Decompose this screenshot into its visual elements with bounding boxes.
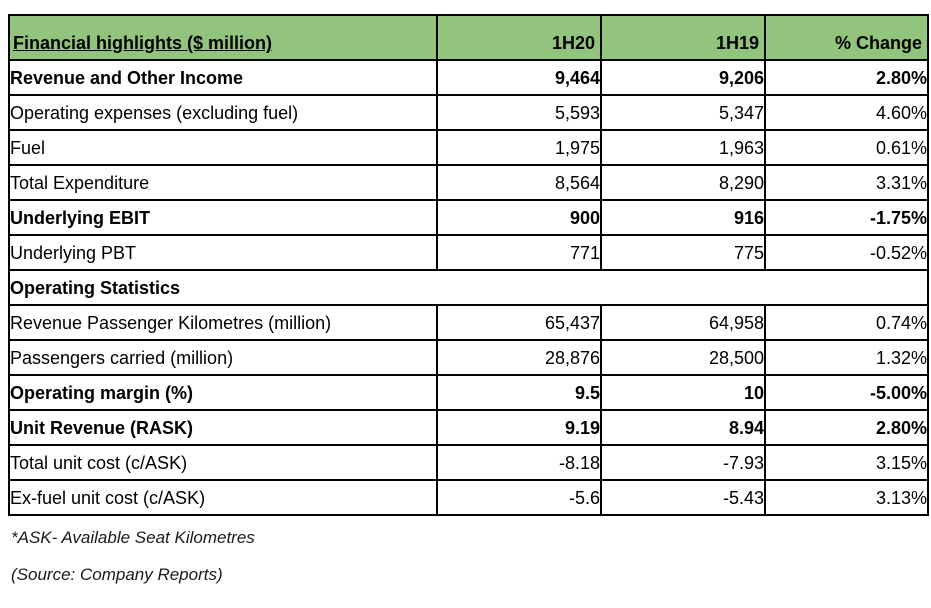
value-1h20: 5,593 <box>436 94 602 131</box>
value-1h20: -5.6 <box>436 479 602 516</box>
row-label: Ex-fuel unit cost (c/ASK) <box>8 479 438 516</box>
header-1h19-cell: 1H19 <box>600 14 766 61</box>
value-1h19: 775 <box>600 234 766 271</box>
value-1h19: 1,963 <box>600 129 766 166</box>
value-change: 3.31% <box>764 164 929 201</box>
row-label: Revenue and Other Income <box>8 59 438 96</box>
table-row: Revenue Passenger Kilometres (million) 6… <box>8 304 929 341</box>
row-label: Fuel <box>8 129 438 166</box>
value-1h20: 9.5 <box>436 374 602 411</box>
row-label: Unit Revenue (RASK) <box>8 409 438 446</box>
value-1h20: 9,464 <box>436 59 602 96</box>
section-label: Operating Statistics <box>8 269 929 306</box>
value-1h20: 65,437 <box>436 304 602 341</box>
financial-highlights-table: Financial highlights ($ million) 1H20 1H… <box>8 14 929 516</box>
value-change: -1.75% <box>764 199 929 236</box>
value-1h20: 28,876 <box>436 339 602 376</box>
value-1h20: -8.18 <box>436 444 602 481</box>
value-1h20: 9.19 <box>436 409 602 446</box>
value-1h19: 8,290 <box>600 164 766 201</box>
row-label: Total unit cost (c/ASK) <box>8 444 438 481</box>
row-label: Total Expenditure <box>8 164 438 201</box>
value-change: 3.13% <box>764 479 929 516</box>
value-1h19: 64,958 <box>600 304 766 341</box>
header-1h20-cell: 1H20 <box>436 14 602 61</box>
value-change: 0.74% <box>764 304 929 341</box>
value-1h19: -7.93 <box>600 444 766 481</box>
table-row: Passengers carried (million) 28,876 28,5… <box>8 339 929 376</box>
row-label: Underlying EBIT <box>8 199 438 236</box>
source-footnote: (Source: Company Reports) <box>11 565 223 584</box>
table-row: Ex-fuel unit cost (c/ASK) -5.6 -5.43 3.1… <box>8 479 929 516</box>
value-change: -5.00% <box>764 374 929 411</box>
row-label: Underlying PBT <box>8 234 438 271</box>
row-label: Operating margin (%) <box>8 374 438 411</box>
footnotes: *ASK- Available Seat Kilometres (Source:… <box>11 528 255 602</box>
table-row: Revenue and Other Income 9,464 9,206 2.8… <box>8 59 929 96</box>
table-row: Operating expenses (excluding fuel) 5,59… <box>8 94 929 131</box>
header-title-cell: Financial highlights ($ million) <box>8 14 438 61</box>
value-change: 2.80% <box>764 59 929 96</box>
value-1h19: 916 <box>600 199 766 236</box>
table-title: Financial highlights ($ million) <box>13 33 273 54</box>
value-1h19: -5.43 <box>600 479 766 516</box>
value-1h20: 900 <box>436 199 602 236</box>
row-label: Operating expenses (excluding fuel) <box>8 94 438 131</box>
value-1h19: 5,347 <box>600 94 766 131</box>
section-header-row: Operating Statistics <box>8 269 929 306</box>
ask-footnote: *ASK- Available Seat Kilometres <box>11 528 255 547</box>
value-1h20: 8,564 <box>436 164 602 201</box>
value-1h19: 8.94 <box>600 409 766 446</box>
table-row: Operating margin (%) 9.5 10 -5.00% <box>8 374 929 411</box>
row-label: Revenue Passenger Kilometres (million) <box>8 304 438 341</box>
value-change: 3.15% <box>764 444 929 481</box>
value-change: 2.80% <box>764 409 929 446</box>
table-row: Underlying PBT 771 775 -0.52% <box>8 234 929 271</box>
value-1h20: 771 <box>436 234 602 271</box>
value-1h19: 28,500 <box>600 339 766 376</box>
table-row: Total Expenditure 8,564 8,290 3.31% <box>8 164 929 201</box>
value-1h19: 10 <box>600 374 766 411</box>
row-label: Passengers carried (million) <box>8 339 438 376</box>
table-row: Fuel 1,975 1,963 0.61% <box>8 129 929 166</box>
table-header-row: Financial highlights ($ million) 1H20 1H… <box>8 14 929 61</box>
table-row: Unit Revenue (RASK) 9.19 8.94 2.80% <box>8 409 929 446</box>
value-change: 4.60% <box>764 94 929 131</box>
value-change: -0.52% <box>764 234 929 271</box>
value-1h19: 9,206 <box>600 59 766 96</box>
value-change: 0.61% <box>764 129 929 166</box>
table-row: Total unit cost (c/ASK) -8.18 -7.93 3.15… <box>8 444 929 481</box>
header-change-cell: % Change <box>764 14 929 61</box>
table-row: Underlying EBIT 900 916 -1.75% <box>8 199 929 236</box>
value-1h20: 1,975 <box>436 129 602 166</box>
value-change: 1.32% <box>764 339 929 376</box>
